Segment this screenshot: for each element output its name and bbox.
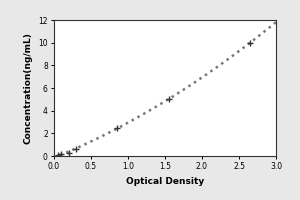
Y-axis label: Concentration(ng/mL): Concentration(ng/mL)	[24, 32, 33, 144]
X-axis label: Optical Density: Optical Density	[126, 177, 204, 186]
